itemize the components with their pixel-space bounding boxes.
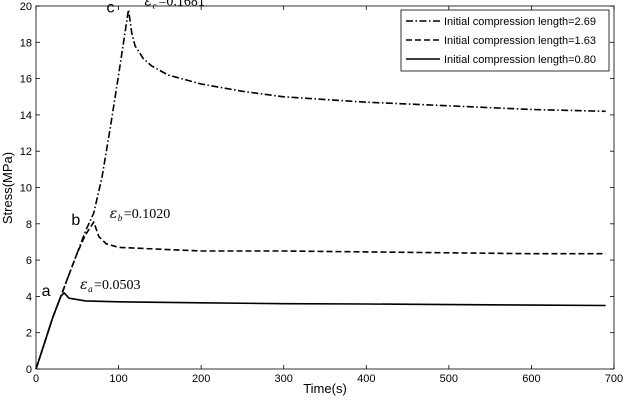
peak-letter-a: a [42,283,51,300]
y-tick-label-8: 16 [20,74,32,86]
series-line-2 [35,292,606,370]
strain-value-a: =0.0503 [94,278,140,293]
y-tick-label-10: 20 [20,1,32,13]
y-tick-label-5: 10 [20,183,32,195]
legend-label-2: Initial compression length=0.80 [444,54,596,66]
strain-symbol-a: ε [80,277,88,293]
x-tick-label-1: 100 [109,373,127,385]
y-tick-label-2: 4 [26,291,32,303]
peak-letter-c: c [106,0,114,17]
legend-label-0: Initial compression length=2.69 [444,16,596,28]
y-tick-label-1: 2 [26,328,32,340]
y-tick-label-7: 14 [20,110,32,122]
y-tick-label-9: 18 [20,37,32,49]
strain-symbol-b: ε [110,206,118,222]
y-tick-label-4: 8 [26,219,32,231]
x-tick-label-2: 200 [192,373,210,385]
y-tick-label-6: 12 [20,146,32,158]
strain-value-b: =0.1020 [124,207,170,222]
axis-ticks: 0 100 200 300 400 500 600 700 0 2 4 6 8 10 12 14 16 18 20 [20,1,623,385]
y-tick-label-0: 0 [26,364,32,376]
x-tick-label-5: 500 [440,373,458,385]
x-tick-label-4: 400 [357,373,375,385]
series-lines [35,8,606,370]
x-tick-label-0: 0 [33,373,39,385]
y-tick-label-3: 6 [26,255,32,267]
strain-value-c: =0.1681 [158,0,204,10]
x-axis-label: Time(s) [303,381,347,396]
strain-subscript-a: a [88,284,93,294]
strain-subscript-c: c [152,1,156,11]
legend: Initial compression length=2.69 Initial … [400,9,610,72]
strain-symbol-c: ε [144,0,152,10]
strain-subscript-b: b [118,213,123,223]
legend-label-1: Initial compression length=1.63 [444,35,596,47]
y-axis-label: Stress(MPa) [0,152,15,224]
x-tick-label-6: 600 [522,373,540,385]
peak-letter-b: b [71,212,80,229]
x-tick-label-3: 300 [275,373,293,385]
x-tick-label-7: 700 [605,373,623,385]
